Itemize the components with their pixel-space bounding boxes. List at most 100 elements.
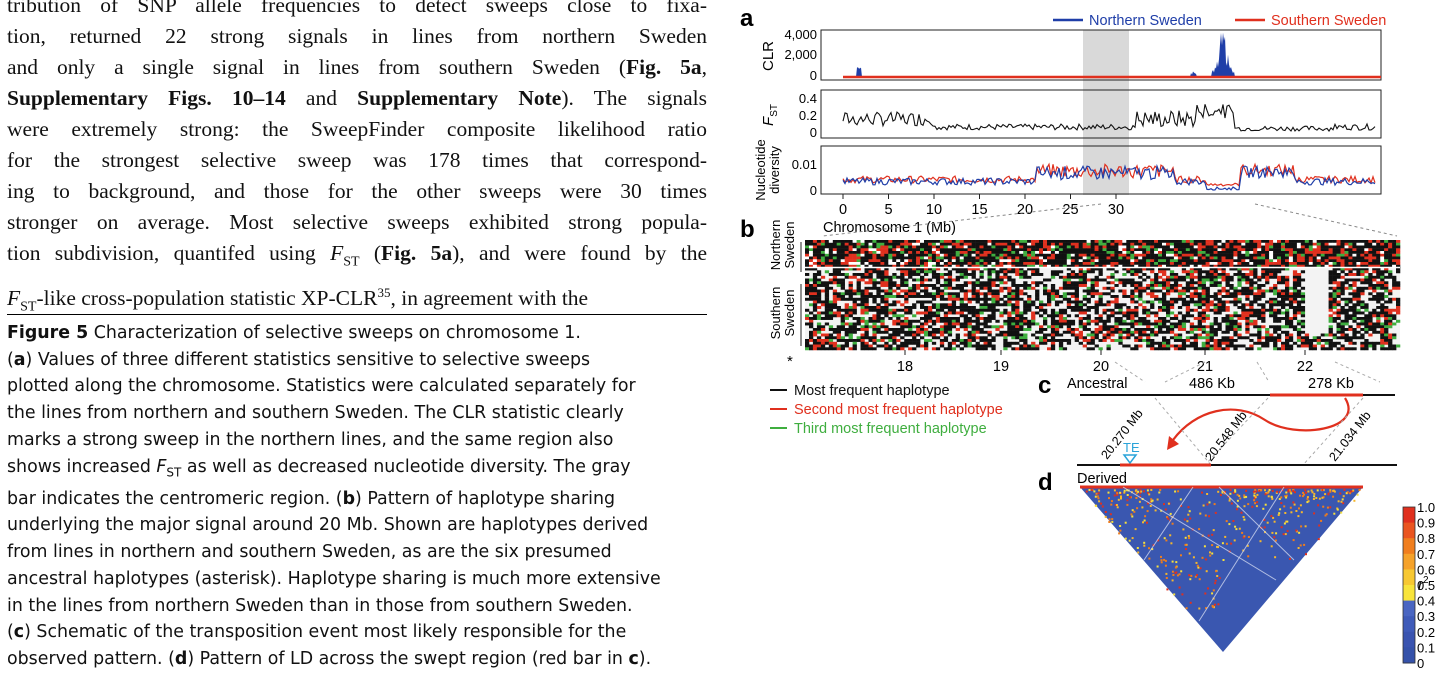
diversity-tick: 0 — [810, 183, 817, 198]
zoom-line — [1254, 203, 1398, 237]
legend-north: Northern Sweden — [1089, 13, 1202, 29]
body-line: tion, returned 22 strong signals in line… — [7, 24, 707, 48]
scale-tick-label: 0.3 — [1417, 609, 1435, 624]
northern-label-2: Sweden — [782, 222, 797, 269]
ancestral-label: Ancestral — [1067, 376, 1127, 392]
body-line: were extremely strong: the SweepFinder c… — [7, 117, 707, 141]
fst-series — [842, 104, 1376, 132]
caption-line: (c) Schematic of the transposition event… — [7, 622, 627, 643]
figure-caption: Figure 5 Characterization of selective s… — [7, 320, 707, 673]
caption-line: the lines from northern and southern Swe… — [7, 403, 624, 424]
x-tick-label: 20 — [1017, 202, 1033, 218]
fst-panel: FST 0.4 0.2 0 — [760, 89, 1382, 140]
body-line: ing to background, and those for the oth… — [7, 179, 707, 203]
clr-panel: CLR 4,000 2,000 0 — [760, 27, 1382, 83]
pos-21-034: 21.034 Mb — [1326, 409, 1373, 464]
fig-ref[interactable]: Fig. 5a — [625, 55, 702, 79]
panel-label-c: c — [1038, 372, 1051, 399]
diversity-ylabel-1: Nucleotide — [753, 139, 768, 200]
x-tick-label: 15 — [971, 202, 987, 218]
diversity-ylabel-2: diversity — [767, 146, 782, 194]
scale-tick-label: 0 — [1417, 656, 1424, 671]
scale-tick-label: 0.7 — [1417, 547, 1435, 562]
fig-ref[interactable]: Fig. 5a — [381, 241, 453, 265]
segment-486kb: 486 Kb — [1189, 376, 1235, 392]
ld-triangle-fill — [1080, 487, 1363, 652]
figure-5: a b c d Northern Sweden Southern Sweden … — [735, 0, 1435, 681]
southern-label-2: Sweden — [782, 290, 797, 337]
fst-tick: 0.2 — [799, 108, 817, 123]
caption-divider — [7, 314, 707, 315]
haplotype-panel: Northern Sweden Southern Sweden * 18 19 20… — [768, 220, 1401, 375]
panel-label-a: a — [740, 5, 754, 32]
ancestral-asterisk: * — [787, 353, 793, 370]
supp-ref[interactable]: Supplementary Figs. 10–14 — [7, 86, 286, 110]
haplo-tick-label: 20 — [1093, 359, 1109, 375]
x-tick-label: 25 — [1062, 202, 1078, 218]
body-line: tion subdivision, quantifed using FST (F… — [7, 241, 707, 270]
caption-line: (a) Values of three different statistics… — [7, 349, 591, 370]
fst-tick: 0.4 — [799, 91, 817, 106]
scale-tick-label: 0.4 — [1417, 594, 1435, 609]
northern-label-1: Northern — [768, 220, 783, 271]
haplo-tick-label: 19 — [993, 359, 1009, 375]
text-column: tribution of SNP allele frequencies to d… — [7, 0, 707, 669]
diversity-north-series — [842, 163, 1376, 191]
supp-note-ref[interactable]: Supplementary Note — [357, 86, 562, 110]
legend-south: Southern Sweden — [1271, 13, 1386, 29]
x-tick-label: 0 — [839, 202, 847, 218]
ld-triangle — [1080, 485, 1363, 652]
transposition-schematic: Ancestral 486 Kb 278 Kb 20.270 Mb 20.548… — [1067, 361, 1397, 487]
legend-third-frequent: Third most frequent haplotype — [794, 421, 987, 437]
caption-line: underlying the major signal around 20 Mb… — [7, 515, 649, 536]
body-paragraph: tribution of SNP allele frequencies to d… — [7, 0, 707, 323]
fst-tick: 0 — [810, 125, 817, 140]
diversity-south-series — [842, 162, 1376, 188]
haplo-tick-label: 21 — [1197, 359, 1213, 375]
caption-line: ancestral haplotypes (asterisk). Haploty… — [7, 568, 661, 589]
diversity-panel: Nucleotide diversity 0.01 0 — [753, 139, 1382, 201]
r2-color-scale: 1.00.90.80.70.60.50.40.30.20.10 r2 — [1402, 500, 1435, 671]
scale-tick-label: 0.9 — [1417, 516, 1435, 531]
haplotype-heatmap — [805, 240, 1401, 351]
pos-20-548: 20.548 Mb — [1202, 409, 1249, 464]
body-line: Supplementary Figs. 10–14 and Supplement… — [7, 86, 708, 110]
clr-ylabel: CLR — [760, 41, 777, 71]
caption-line: observed pattern. (d) Pattern of LD acro… — [7, 648, 652, 669]
caption-line: bar indicates the centromeric region. (b… — [7, 488, 616, 509]
fst-ylabel: FST — [760, 104, 780, 126]
x-tick-label: 10 — [926, 202, 942, 218]
citation[interactable]: 35 — [377, 285, 391, 301]
zoom-line — [822, 203, 1102, 237]
haplotype-x-axis: 18 19 20 21 22 — [897, 350, 1313, 375]
clr-tick: 0 — [810, 68, 817, 83]
body-line: stronger on average. Most selective swee… — [7, 210, 707, 234]
body-line: and only a single signal in lines from s… — [7, 55, 707, 79]
caption-line: from lines in northern and southern Swed… — [7, 542, 612, 563]
legend-a: Northern Sweden Southern Sweden — [1053, 13, 1386, 29]
legend-b: Most frequent haplotype Second most freq… — [770, 383, 1003, 437]
scale-tick-label: 1.0 — [1417, 500, 1435, 515]
body-line: FST-like cross-population statistic XP-C… — [7, 285, 589, 315]
caption-line: in the lines from northern Sweden than i… — [7, 595, 633, 616]
haplo-tick-label: 22 — [1297, 359, 1313, 375]
diversity-tick: 0.01 — [792, 157, 817, 172]
r2-label: r2 — [1418, 575, 1429, 594]
scale-tick-label: 0.6 — [1417, 562, 1435, 577]
x-tick-label: 5 — [884, 202, 892, 218]
caption-line: shows increased FST as well as decreased… — [7, 456, 631, 479]
panel-label-d: d — [1038, 469, 1053, 496]
segment-278kb: 278 Kb — [1308, 376, 1354, 392]
te-label: TE — [1123, 440, 1140, 455]
scale-tick-label: 0.2 — [1417, 625, 1435, 640]
caption-line: plotted along the chromosome. Statistics… — [7, 376, 636, 397]
caption-line: marks a strong sweep in the northern lin… — [7, 429, 614, 450]
haplo-tick-label: 18 — [897, 359, 913, 375]
scale-tick-label: 0.1 — [1417, 640, 1435, 655]
scale-tick-label: 0.8 — [1417, 531, 1435, 546]
te-marker-icon — [1122, 454, 1138, 465]
clr-tick: 2,000 — [784, 47, 817, 62]
caption-line: Figure 5 Characterization of selective s… — [7, 323, 581, 343]
clr-tick: 4,000 — [784, 27, 817, 42]
scale-tick-label: 0.5 — [1417, 578, 1435, 593]
